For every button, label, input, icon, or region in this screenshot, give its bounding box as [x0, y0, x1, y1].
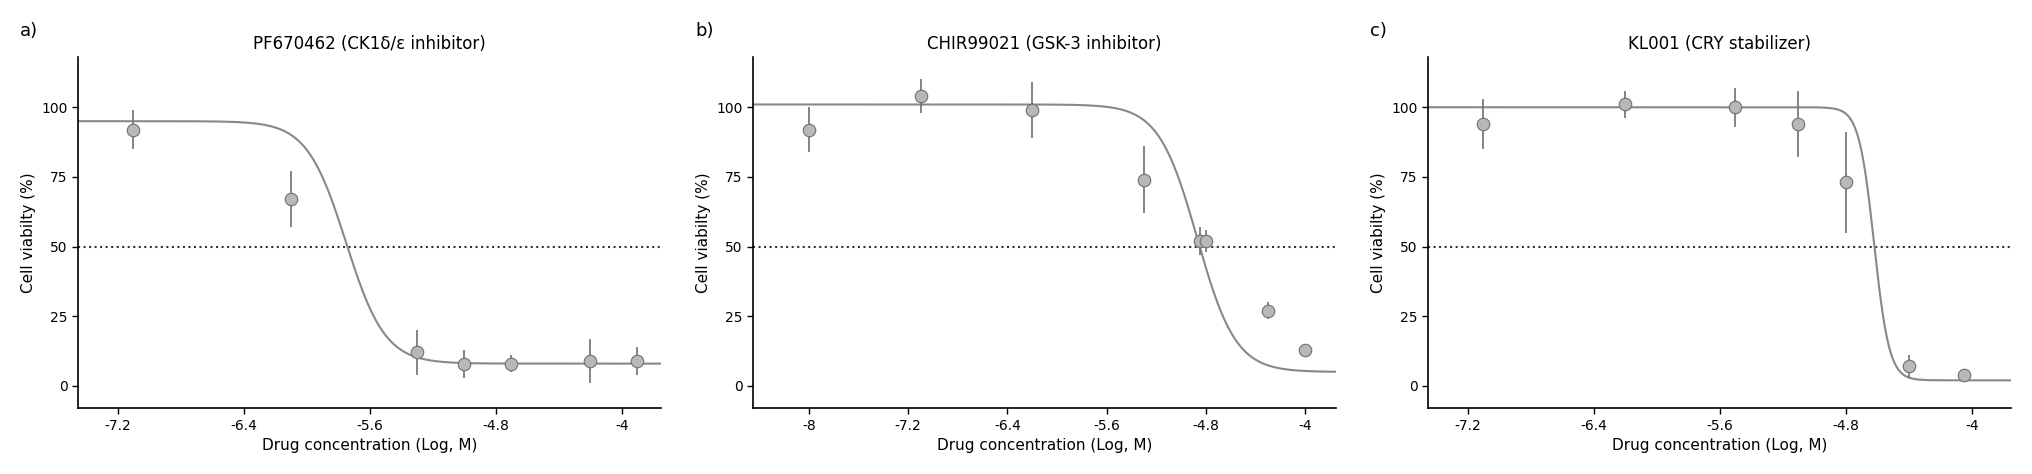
X-axis label: Drug concentration (Log, M): Drug concentration (Log, M) [262, 438, 478, 453]
Title: CHIR99021 (GSK-3 inhibitor): CHIR99021 (GSK-3 inhibitor) [927, 35, 1162, 53]
Y-axis label: Cell viabilty (%): Cell viabilty (%) [20, 173, 37, 293]
Title: KL001 (CRY stabilizer): KL001 (CRY stabilizer) [1628, 35, 1811, 53]
Title: PF670462 (CK1δ/ε inhibitor): PF670462 (CK1δ/ε inhibitor) [254, 35, 486, 53]
Y-axis label: Cell viabilty (%): Cell viabilty (%) [1372, 173, 1386, 293]
X-axis label: Drug concentration (Log, M): Drug concentration (Log, M) [937, 438, 1152, 453]
X-axis label: Drug concentration (Log, M): Drug concentration (Log, M) [1611, 438, 1827, 453]
Text: a): a) [20, 21, 39, 39]
Text: c): c) [1370, 21, 1386, 39]
Y-axis label: Cell viabilty (%): Cell viabilty (%) [695, 173, 711, 293]
Text: b): b) [695, 21, 713, 39]
